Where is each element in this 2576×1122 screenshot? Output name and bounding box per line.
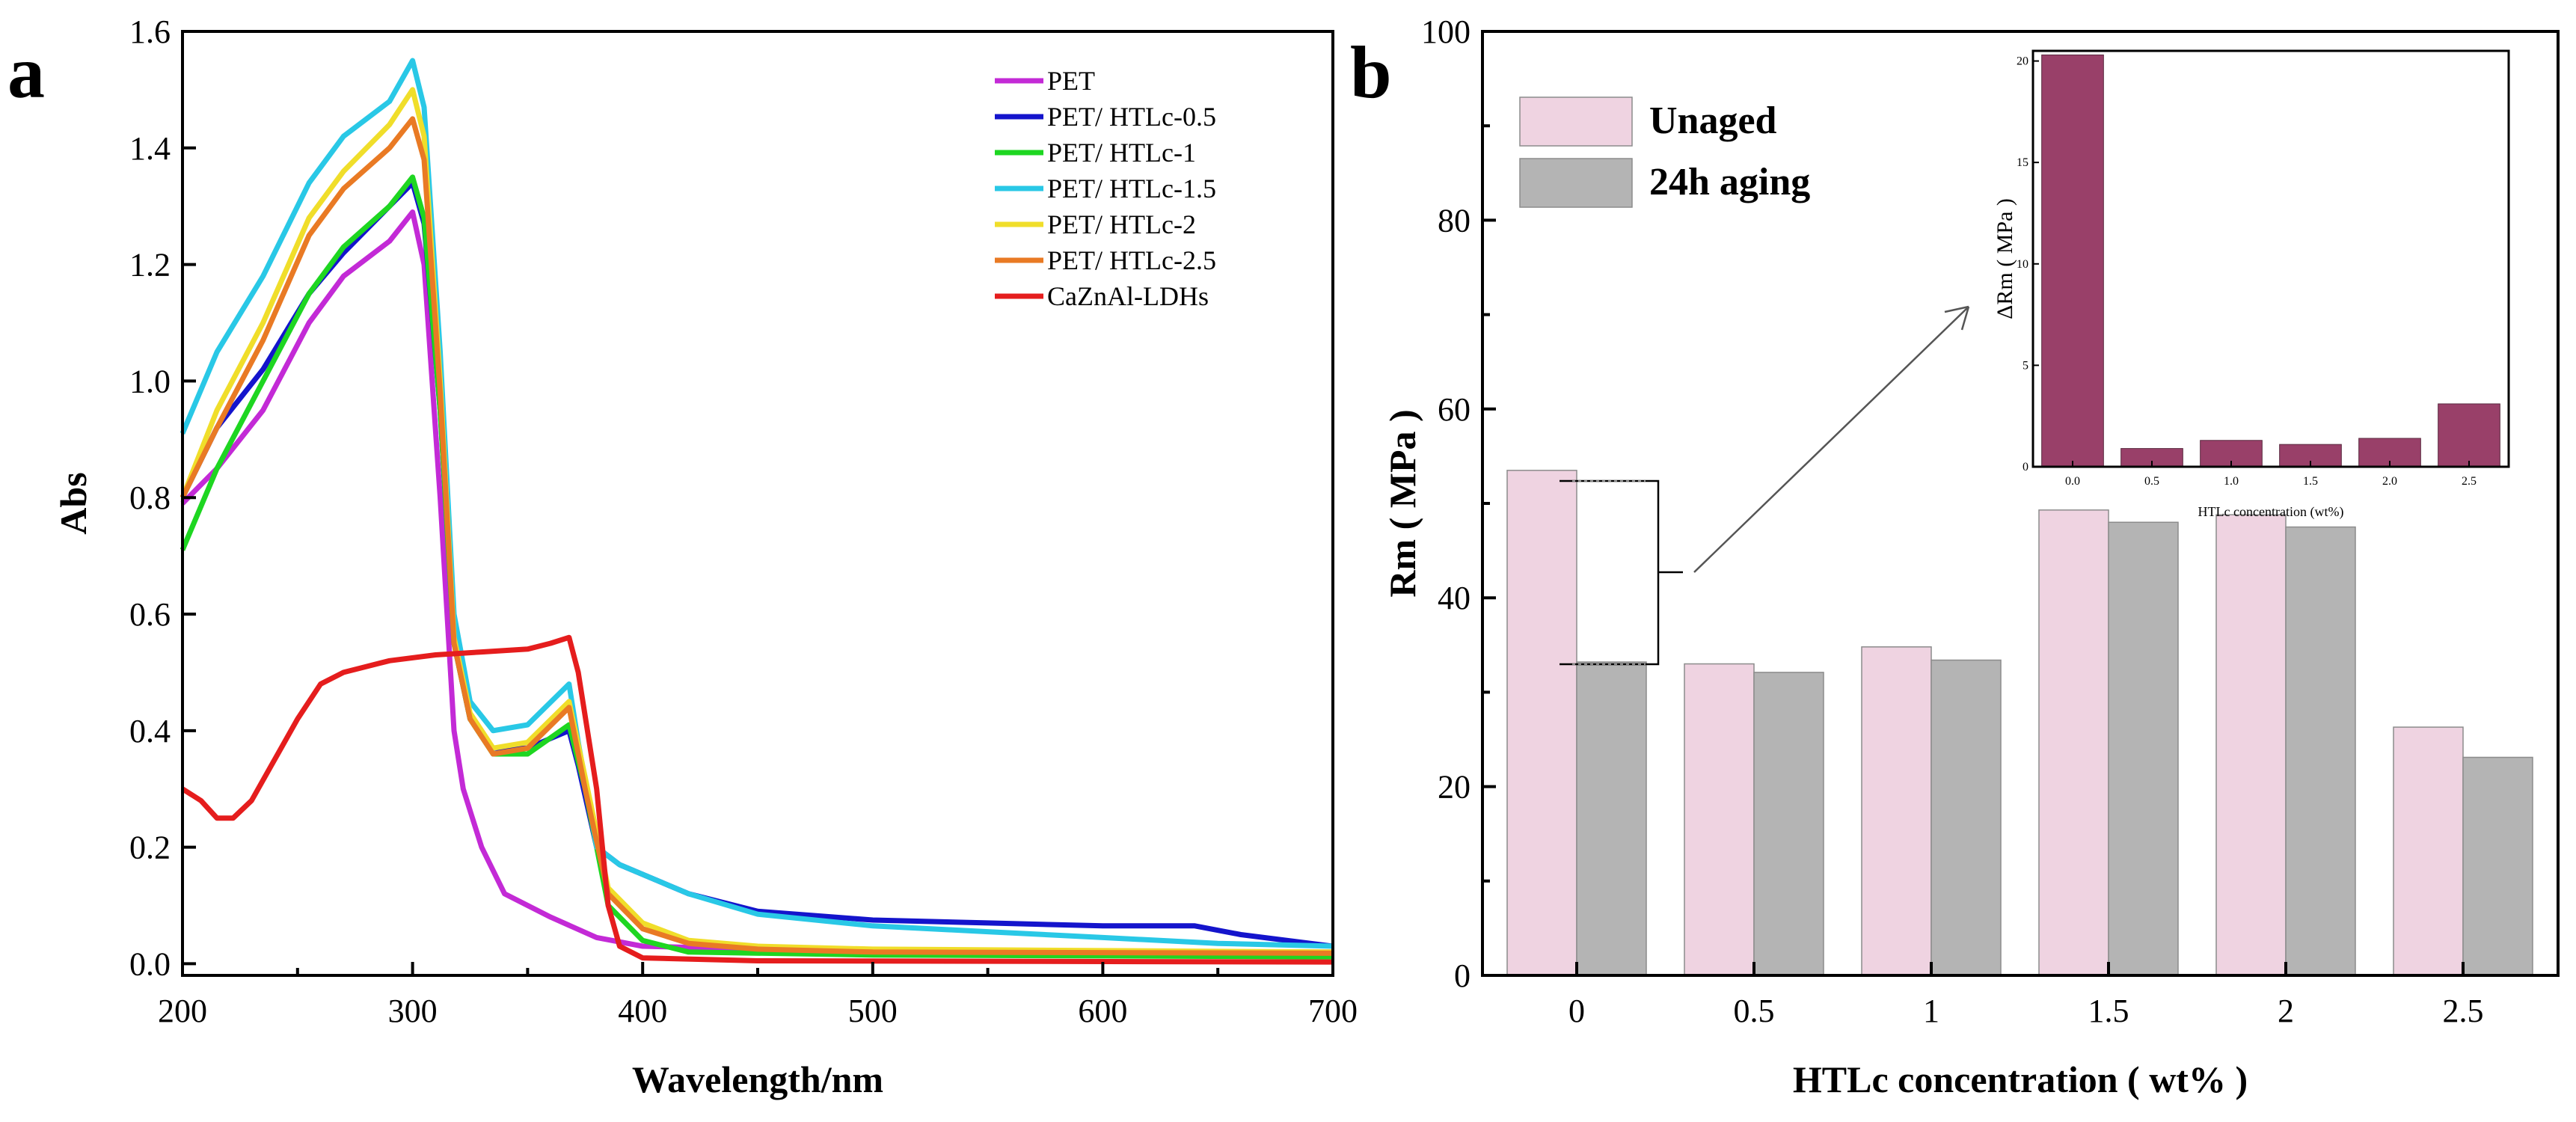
a-legend-label-pet-htlc-2-5: PET/ HTLc-2.5 bbox=[1047, 245, 1216, 275]
a-series-lines bbox=[180, 58, 1334, 965]
a-legend-label-pet-htlc-1-5: PET/ HTLc-1.5 bbox=[1047, 174, 1216, 203]
zoom-arrow-line bbox=[1693, 306, 1969, 573]
b-bar-unaged-1-5 bbox=[2038, 509, 2109, 976]
inset-y-tick-label: 20 bbox=[2017, 55, 2028, 68]
b-bar-unaged-2 bbox=[2215, 514, 2287, 976]
inset-x-axis-title: HTLc concentration (wt%) bbox=[2198, 504, 2344, 520]
b-bar-24h-aging-1 bbox=[1931, 659, 2002, 976]
b-bar-24h-aging-0 bbox=[1576, 661, 1647, 976]
b-legend-swatch-unaged bbox=[1519, 96, 1633, 147]
b-inset-delta-chart: 0.0 0.5 1.0 1.5 2.0 2.5 0 5 10 15 20 HTLc concentr… bbox=[1993, 46, 2515, 520]
b-x-tick-label: 1.5 bbox=[2088, 993, 2129, 1029]
a-y-tick-label: 0.4 bbox=[129, 713, 171, 749]
a-x-tick-label: 500 bbox=[848, 993, 898, 1029]
inset-x-tick-label: 0.0 bbox=[2065, 475, 2080, 488]
a-series-line-caznal-ldhs bbox=[181, 634, 1334, 965]
a-legend: PET PET/ HTLc-0.5 PET/ HTLc-1 PET/ HTLc-1.5… bbox=[995, 66, 1216, 311]
inset-y-axis-title: ΔRm ( MPa ) bbox=[1993, 198, 2017, 319]
b-bar-unaged-1 bbox=[1861, 646, 1932, 976]
b-y-tick-label: 40 bbox=[1438, 580, 1471, 616]
b-y-tick-label: 60 bbox=[1438, 391, 1471, 428]
inset-y-tick-label: 10 bbox=[2017, 258, 2028, 271]
a-axis-ticks: 200 300 400 500 600 700 0.0 0.2 0.4 0.6 0.8 1.0 1.2 1… bbox=[129, 13, 1358, 1029]
b-x-tick-label: 2.5 bbox=[2443, 993, 2484, 1029]
b-legend-label-unaged: Unaged bbox=[1649, 99, 1777, 142]
b-bar-24h-aging-1-5 bbox=[2108, 521, 2179, 976]
b-legend: Unaged 24h aging bbox=[1519, 96, 1810, 208]
inset-x-tick-label: 1.5 bbox=[2303, 475, 2318, 488]
b-legend-swatch-24h-aging bbox=[1519, 158, 1633, 208]
b-y-tick-label: 100 bbox=[1421, 13, 1471, 50]
b-bar-24h-aging-2 bbox=[2285, 526, 2356, 976]
inset-y-tick-label: 0 bbox=[2023, 461, 2028, 473]
a-y-axis-title: Abs bbox=[52, 472, 94, 534]
b-bar-unaged-0-5 bbox=[1684, 663, 1755, 976]
a-x-tick-label: 300 bbox=[388, 993, 438, 1029]
a-series-line-pet bbox=[180, 209, 1333, 955]
b-y-axis-title: Rm ( MPa ) bbox=[1381, 409, 1423, 597]
a-y-tick-label: 1.4 bbox=[129, 130, 171, 167]
a-legend-label-pet: PET bbox=[1047, 66, 1095, 96]
a-legend-label-pet-htlc-0-5: PET/ HTLc-0.5 bbox=[1047, 102, 1216, 132]
a-y-tick-label: 1.2 bbox=[129, 247, 171, 283]
b-x-tick-label: 0 bbox=[1568, 993, 1585, 1029]
inset-bar-2-0 bbox=[2358, 438, 2421, 468]
panel-a-uv-vis-chart: 200 300 400 500 600 700 0.0 0.2 0.4 0.6 0.8 1.0 1.2 1… bbox=[52, 13, 1358, 1100]
a-x-tick-label: 400 bbox=[618, 993, 667, 1029]
inset-y-tick-label: 15 bbox=[2017, 156, 2028, 169]
b-bar-unaged-2-5 bbox=[2393, 726, 2464, 976]
inset-axis-ticks: 0.0 0.5 1.0 1.5 2.0 2.5 0 5 10 15 20 bbox=[2017, 55, 2477, 488]
inset-bar-0-0 bbox=[2041, 54, 2104, 468]
inset-x-tick-label: 2.5 bbox=[2462, 475, 2477, 488]
b-bar-24h-aging-2-5 bbox=[2462, 756, 2533, 976]
a-legend-label-pet-htlc-1: PET/ HTLc-1 bbox=[1047, 138, 1196, 168]
a-legend-label-pet-htlc-2: PET/ HTLc-2 bbox=[1047, 209, 1196, 239]
b-legend-label-24h-aging: 24h aging bbox=[1649, 161, 1810, 203]
inset-plot-frame bbox=[2031, 49, 2510, 468]
inset-bars bbox=[2041, 54, 2500, 468]
b-bar-24h-aging-0-5 bbox=[1753, 672, 1824, 976]
b-x-tick-label: 2 bbox=[2278, 993, 2294, 1029]
a-y-tick-label: 1.0 bbox=[129, 363, 171, 399]
b-y-tick-label: 0 bbox=[1454, 957, 1471, 994]
panel-a-letter: a bbox=[7, 31, 45, 114]
b-y-tick-label: 20 bbox=[1438, 769, 1471, 806]
zoom-callout bbox=[1560, 305, 1970, 666]
b-bars bbox=[1506, 470, 2533, 976]
b-y-tick-label: 80 bbox=[1438, 202, 1471, 239]
a-y-tick-label: 0.8 bbox=[129, 479, 171, 516]
inset-x-tick-label: 2.0 bbox=[2382, 475, 2397, 488]
inset-x-tick-label: 1.0 bbox=[2224, 475, 2239, 488]
b-bar-unaged-0 bbox=[1506, 470, 1577, 976]
a-series-line-pet-htlc-1-5 bbox=[180, 58, 1334, 949]
inset-y-tick-label: 5 bbox=[2023, 359, 2028, 372]
a-legend-label-caznal-ldhs: CaZnAl-LDHs bbox=[1047, 281, 1209, 311]
b-x-axis-title: HTLc concentration ( wt% ) bbox=[1793, 1058, 2248, 1100]
a-y-tick-label: 1.6 bbox=[129, 13, 171, 50]
a-y-tick-label: 0.2 bbox=[129, 830, 171, 866]
a-y-tick-label: 0.6 bbox=[129, 596, 171, 633]
zoom-arrow-head bbox=[1944, 305, 1970, 331]
a-x-tick-label: 700 bbox=[1308, 993, 1358, 1029]
b-x-tick-label: 1 bbox=[1923, 993, 1939, 1029]
a-x-axis-title: Wavelength/nm bbox=[632, 1058, 883, 1100]
a-x-tick-label: 600 bbox=[1078, 993, 1127, 1029]
panel-b-letter: b bbox=[1350, 31, 1392, 114]
inset-x-tick-label: 0.5 bbox=[2144, 475, 2159, 488]
inset-bar-2-5 bbox=[2438, 403, 2500, 468]
a-series-line-pet-htlc-2-5 bbox=[180, 116, 1334, 956]
b-x-tick-label: 0.5 bbox=[1734, 993, 1775, 1029]
a-y-tick-label: 0.0 bbox=[129, 945, 171, 982]
a-x-tick-label: 200 bbox=[158, 993, 207, 1029]
zoom-dashed-edges bbox=[1572, 480, 1646, 665]
